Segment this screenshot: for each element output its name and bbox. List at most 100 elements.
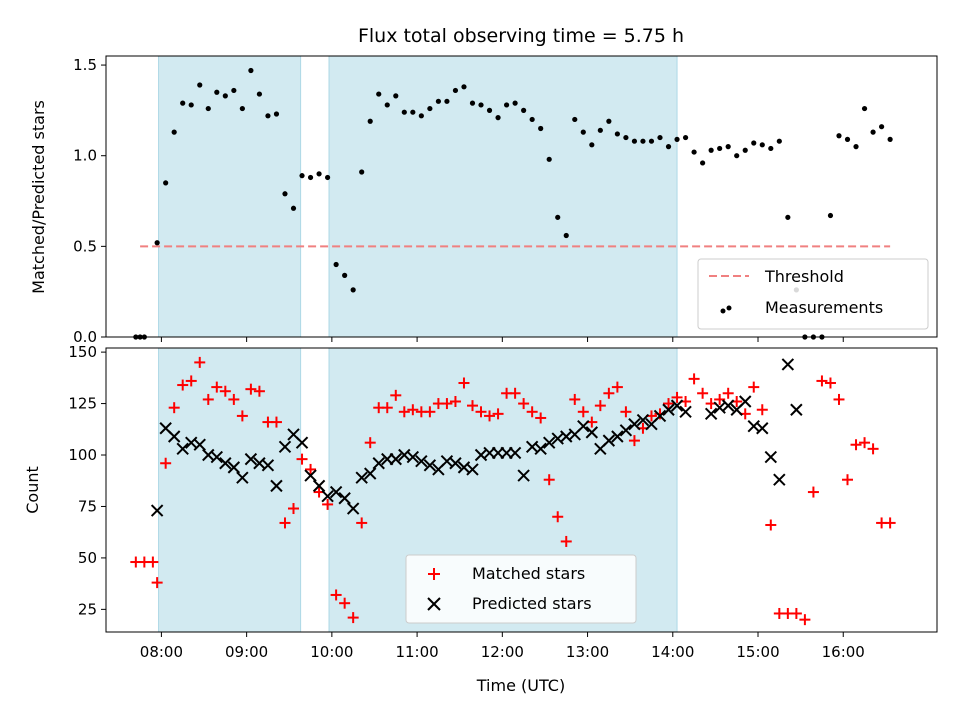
matched-star-point [407,404,419,416]
matched-star-point [663,398,675,410]
legend-predicted-label: Predicted stars [472,594,592,613]
legend-matched-swatch [428,568,440,580]
matched-star-point [441,398,453,410]
measurement-point [853,144,859,150]
predicted-star-point [219,457,232,470]
measurement-point [836,133,842,139]
predicted-star-point [210,450,224,464]
legend-measurements-label: Measurements [765,298,883,317]
measurement-point [512,100,518,106]
measurement-point [495,115,501,121]
predicted-star-point [542,436,556,449]
top-y-tick-label: 1.0 [73,147,97,165]
matched-star-point [765,519,777,531]
matched-star-point [620,406,632,418]
measurement-point [401,109,407,115]
predicted-star-point [704,407,718,421]
matched-star-point [364,437,376,449]
matched-star-point [347,612,359,624]
matched-star-point [535,412,547,424]
measurement-point [384,102,390,108]
predicted-star-point [244,452,258,466]
predicted-star-point [466,463,479,476]
predicted-star-point [176,442,189,456]
measurement-point [861,105,868,112]
measurement-point [606,118,612,124]
predicted-star-point [517,469,530,482]
top-shaded-intervals [158,55,678,338]
measurement-point [870,129,876,135]
matched-star-point [526,406,538,418]
measurement-point [350,287,356,293]
x-tick-label: 09:00 [225,643,268,661]
predicted-star-point [611,430,624,443]
matched-star-point [202,393,214,405]
matched-star-point [228,393,240,405]
x-tick-label: 10:00 [310,643,353,661]
measurement-point [316,171,322,177]
measurement-point [538,125,544,132]
bottom-y-tick-label: 75 [78,497,97,515]
matched-star-point [279,517,291,529]
matched-star-point [390,389,402,401]
predicted-star-point [670,399,684,412]
measurement-point [555,214,561,220]
predicted-star-point [270,479,283,493]
matched-star-point [603,387,615,399]
x-tick-label: 15:00 [736,643,779,661]
measurement-point [768,145,774,152]
x-tick-label: 16:00 [822,643,865,661]
measurement-point [265,113,271,119]
matched-star-point [245,383,257,395]
legend-measurement-swatch-b [726,305,732,311]
measurement-point [742,147,748,153]
measurement-point [486,107,493,113]
bottom-y-tick-label: 100 [68,446,97,464]
predicted-star-point [721,399,735,412]
measurement-point [674,136,680,142]
measurement-point [844,136,851,142]
matched-star-point [722,387,734,399]
matched-star-point [884,517,896,529]
measurement-point [478,102,484,108]
matched-star-point [475,406,487,418]
matched-star-point [628,435,640,447]
predicted-star-point [346,502,360,515]
predicted-star-point [406,450,420,464]
matched-star-point [484,410,496,422]
measurement-point [299,173,305,179]
matched-star-point [296,453,308,465]
measurement-point [154,240,160,246]
predicted-star-point [338,492,351,505]
matched-star-point [449,396,461,408]
matched-star-point [688,373,700,385]
matched-star-point [458,377,470,389]
measurement-point [785,214,791,220]
measurement-point [410,109,416,115]
matched-star-point [842,474,854,486]
predicted-star-point [773,473,786,486]
measurement-point [171,129,177,135]
top-legend-box [697,258,929,330]
measurement-point [452,87,459,94]
measurement-point [367,118,373,124]
predicted-star-point [372,457,385,470]
top-y-ticks: 0.0 0.5 1.0 1.5 [73,56,106,346]
measurement-point [725,144,731,150]
measurement-point [691,149,697,155]
predicted-star-point [577,419,590,433]
measurement-point [503,102,510,108]
measurement-point [717,145,723,152]
matched-star-point [356,517,368,529]
bottom-y-tick-label: 125 [68,395,97,413]
predicted-star-point [585,426,599,439]
measurement-point [700,160,706,166]
predicted-star-point [756,422,769,435]
measurement-point [273,111,280,117]
predicted-star-point [321,489,334,503]
matched-star-point [160,457,172,469]
predicted-star-point [534,442,547,456]
matched-star-point [185,375,197,387]
measurement-point [776,138,782,144]
predicted-star-point [227,461,241,474]
